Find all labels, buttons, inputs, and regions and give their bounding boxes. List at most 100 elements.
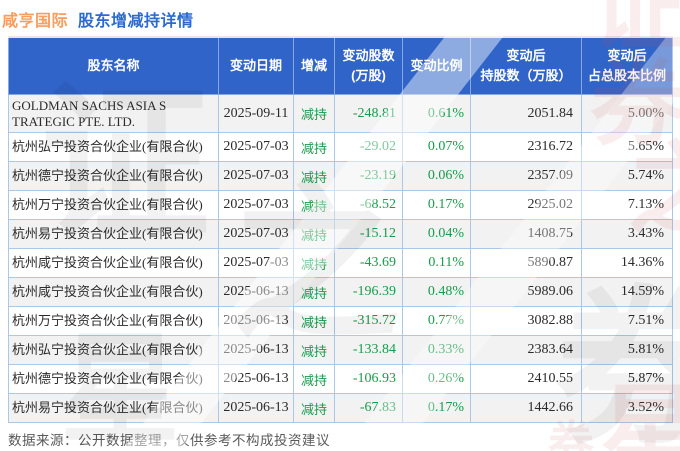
- table-row: 杭州咸宁投资合伙企业(有限合伙) 2025-07-03 减持 -43.69 0.11% 5…: [8, 248, 673, 278]
- change-direction-cell: 减持: [293, 393, 335, 423]
- table-row: 杭州德宁投资合伙企业(有限合伙) 2025-06-13 减持 -106.93 0.26%…: [8, 364, 673, 394]
- change-direction-cell: 减持: [293, 277, 335, 307]
- change-shares-cell: -133.84: [334, 335, 403, 365]
- change-direction-cell: 减持: [293, 161, 335, 191]
- change-shares-cell: -15.12: [334, 219, 403, 249]
- shares-after-cell: 2357.09: [470, 161, 582, 191]
- shares-after-cell: 2925.02: [470, 190, 582, 220]
- shareholder-name-cell: GOLDMAN SACHS ASIA S TRATEGIC PTE. LTD.: [8, 94, 219, 133]
- change-shares-cell: -248.81: [334, 94, 403, 133]
- pct-of-total-after-cell: 5.87%: [581, 364, 673, 394]
- shares-after-cell: 2410.55: [470, 364, 582, 394]
- change-ratio-cell: 0.17%: [402, 190, 471, 220]
- change-date-cell: 2025-07-03: [218, 248, 294, 278]
- pct-of-total-after-cell: 5.00%: [581, 94, 673, 133]
- pct-of-total-after-cell: 14.59%: [581, 277, 673, 307]
- stock-name: 咸亨国际: [2, 13, 69, 30]
- change-direction-cell: 减持: [293, 190, 335, 220]
- change-direction-cell: 减持: [293, 132, 335, 162]
- shares-after-cell: 2051.84: [470, 94, 582, 133]
- change-ratio-cell: 0.17%: [402, 393, 471, 423]
- page-title: 咸亨国际 股东增减持详情: [2, 7, 194, 31]
- table-body: GOLDMAN SACHS ASIA S TRATEGIC PTE. LTD. 2…: [8, 94, 673, 423]
- table-row: 杭州易宁投资合伙企业(有限合伙) 2025-06-13 减持 -67.83 0.17% 1…: [8, 393, 673, 423]
- shares-after-cell: 1442.66: [470, 393, 582, 423]
- title-subtitle: 股东增减持详情: [78, 13, 194, 30]
- table-row: 杭州万宁投资合伙企业(有限合伙) 2025-06-13 减持 -315.72 0.77%…: [8, 306, 673, 336]
- change-ratio-cell: 0.04%: [402, 219, 471, 249]
- change-ratio-cell: 0.26%: [402, 364, 471, 394]
- shares-after-cell: 3082.88: [470, 306, 582, 336]
- pct-of-total-after-cell: 7.13%: [581, 190, 673, 220]
- shares-after-cell: 5989.06: [470, 277, 582, 307]
- column-header-0: 股东名称: [8, 36, 219, 95]
- column-header-2: 增减: [293, 36, 335, 95]
- change-shares-cell: -43.69: [334, 248, 403, 278]
- shares-after-cell: 2316.72: [470, 132, 582, 162]
- shareholder-name-cell: 杭州万宁投资合伙企业(有限合伙): [8, 306, 219, 336]
- change-shares-cell: -68.52: [334, 190, 403, 220]
- change-shares-cell: -106.93: [334, 364, 403, 394]
- change-shares-cell: -196.39: [334, 277, 403, 307]
- table-row: GOLDMAN SACHS ASIA S TRATEGIC PTE. LTD. 2…: [8, 94, 673, 133]
- watermark-glyph-red: 券: [548, 417, 594, 451]
- header-row: 股东名称 变动日期 增减 变动股数 (万股) 变动比例 变动后 持股数（万股） 变动后 占总…: [8, 36, 673, 95]
- change-ratio-cell: 0.61%: [402, 94, 471, 133]
- pct-of-total-after-cell: 3.52%: [581, 393, 673, 423]
- change-direction-cell: 减持: [293, 364, 335, 394]
- change-date-cell: 2025-07-03: [218, 190, 294, 220]
- change-date-cell: 2025-09-11: [218, 94, 294, 133]
- change-direction-cell: 减持: [293, 248, 335, 278]
- table-header: 股东名称 变动日期 增减 变动股数 (万股) 变动比例 变动后 持股数（万股） 变动后 占总…: [8, 36, 673, 95]
- change-date-cell: 2025-06-13: [218, 364, 294, 394]
- change-direction-cell: 减持: [293, 94, 335, 133]
- change-date-cell: 2025-06-13: [218, 306, 294, 336]
- table-row: 杭州万宁投资合伙企业(有限合伙) 2025-07-03 减持 -68.52 0.17% 2…: [8, 190, 673, 220]
- change-ratio-cell: 0.06%: [402, 161, 471, 191]
- table-row: 杭州弘宁投资合伙企业(有限合伙) 2025-07-03 减持 -29.02 0.07% 2…: [8, 132, 673, 162]
- pct-of-total-after-cell: 14.36%: [581, 248, 673, 278]
- change-ratio-cell: 0.77%: [402, 306, 471, 336]
- change-date-cell: 2025-06-13: [218, 393, 294, 423]
- column-header-6: 变动后 占总股本比例: [581, 36, 673, 95]
- change-ratio-cell: 0.33%: [402, 335, 471, 365]
- change-shares-cell: -315.72: [334, 306, 403, 336]
- change-direction-cell: 减持: [293, 306, 335, 336]
- shareholder-name-cell: 杭州万宁投资合伙企业(有限合伙): [8, 190, 219, 220]
- change-shares-cell: -29.02: [334, 132, 403, 162]
- change-date-cell: 2025-07-03: [218, 219, 294, 249]
- shareholder-name-cell: 杭州德宁投资合伙企业(有限合伙): [8, 161, 219, 191]
- change-date-cell: 2025-07-03: [218, 132, 294, 162]
- shareholder-name-cell: 杭州易宁投资合伙企业(有限合伙): [8, 393, 219, 423]
- pct-of-total-after-cell: 5.65%: [581, 132, 673, 162]
- shareholder-name-cell: 杭州咸宁投资合伙企业(有限合伙): [8, 248, 219, 278]
- column-header-4: 变动比例: [402, 36, 471, 95]
- column-header-3: 变动股数 (万股): [334, 36, 403, 95]
- change-direction-cell: 减持: [293, 219, 335, 249]
- pct-of-total-after-cell: 5.74%: [581, 161, 673, 191]
- change-shares-cell: -67.83: [334, 393, 403, 423]
- pct-of-total-after-cell: 3.43%: [581, 219, 673, 249]
- shares-after-cell: 5890.87: [470, 248, 582, 278]
- pct-of-total-after-cell: 5.81%: [581, 335, 673, 365]
- change-date-cell: 2025-06-13: [218, 277, 294, 307]
- shareholder-name-cell: 杭州德宁投资合伙企业(有限合伙): [8, 364, 219, 394]
- change-ratio-cell: 0.48%: [402, 277, 471, 307]
- shareholder-name-cell: 杭州弘宁投资合伙企业(有限合伙): [8, 132, 219, 162]
- table-row: 杭州咸宁投资合伙企业(有限合伙) 2025-06-13 减持 -196.39 0.48%…: [8, 277, 673, 307]
- holdings-table: 股东名称 变动日期 增减 变动股数 (万股) 变动比例 变动后 持股数（万股） 变动后 占总…: [8, 36, 673, 423]
- column-header-5: 变动后 持股数（万股）: [470, 36, 582, 95]
- table-row: 杭州德宁投资合伙企业(有限合伙) 2025-07-03 减持 -23.19 0.06% 2…: [8, 161, 673, 191]
- change-ratio-cell: 0.11%: [402, 248, 471, 278]
- change-date-cell: 2025-07-03: [218, 161, 294, 191]
- table-row: 杭州易宁投资合伙企业(有限合伙) 2025-07-03 减持 -15.12 0.04% 1…: [8, 219, 673, 249]
- pct-of-total-after-cell: 7.51%: [581, 306, 673, 336]
- change-direction-cell: 减持: [293, 335, 335, 365]
- shares-after-cell: 1408.75: [470, 219, 582, 249]
- source-note: 数据来源：公开数据整理，仅供参考不构成投资建议: [8, 433, 330, 448]
- shareholder-name-cell: 杭州咸宁投资合伙企业(有限合伙): [8, 277, 219, 307]
- change-shares-cell: -23.19: [334, 161, 403, 191]
- column-header-1: 变动日期: [218, 36, 294, 95]
- shareholder-name-cell: 杭州弘宁投资合伙企业(有限合伙): [8, 335, 219, 365]
